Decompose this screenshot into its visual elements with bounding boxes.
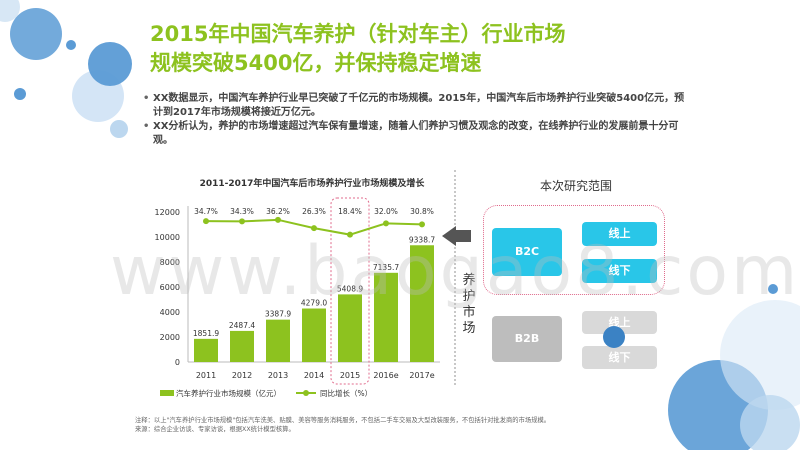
growth-label: 30.8%	[410, 207, 434, 216]
bar	[338, 294, 362, 362]
bar-value-label: 3387.9	[265, 310, 291, 319]
x-tick-label: 2011	[196, 371, 216, 380]
summary-bullets: XX数据显示，中国汽车养护行业早已突破了千亿元的市场规模。2015年，中国汽车后…	[143, 92, 688, 148]
growth-point	[239, 218, 245, 225]
decor-circle	[768, 284, 778, 294]
legend-bar-label: 汽车养护行业市场规模（亿元）	[176, 388, 281, 398]
legend-bar-swatch	[160, 390, 174, 396]
growth-point	[419, 221, 425, 228]
scope-panel-title: 本次研究范围	[540, 179, 613, 193]
chart-title: 2011-2017年中国汽车后市场养护行业市场规模及增长	[199, 179, 425, 189]
growth-point	[383, 220, 389, 227]
growth-label: 34.3%	[230, 207, 254, 216]
section-divider	[454, 170, 456, 385]
bar	[194, 338, 218, 362]
legend-line-label: 同比增长（%）	[320, 388, 372, 398]
b2b-box: B2B	[492, 316, 562, 362]
decor-circle	[603, 326, 625, 348]
b2c-box: B2C	[492, 228, 562, 276]
growth-label: 18.4%	[338, 207, 362, 216]
vertical-label-char: 养	[462, 273, 476, 288]
x-tick-label: 2017e	[409, 371, 434, 380]
x-tick-label: 2013	[268, 371, 288, 380]
y-tick-label: 4000	[160, 308, 180, 317]
decor-circle	[10, 8, 62, 60]
growth-label: 26.3%	[302, 207, 326, 216]
footnote-line: 注释：以上"汽车养护行业市场规模"包括汽车洗美、贴膜、美容等服务消耗服务，不包括…	[135, 417, 551, 424]
growth-point	[311, 225, 317, 232]
online-box: 线上	[582, 222, 657, 246]
online-box-b2b: 线上	[582, 311, 657, 334]
bar	[230, 330, 254, 362]
offline-box: 线下	[582, 259, 657, 283]
page-title-line2: 规模突破5400亿，并保持稳定增速	[150, 51, 482, 75]
offline-box-b2b: 线下	[582, 346, 657, 369]
bar-value-label: 2487.4	[229, 321, 255, 330]
y-tick-label: 10000	[155, 233, 180, 242]
growth-point	[203, 218, 209, 225]
bar	[302, 308, 326, 362]
decor-circle	[66, 40, 76, 50]
vertical-label-char: 护	[462, 289, 476, 304]
growth-label: 32.0%	[374, 207, 398, 216]
bar-value-label: 4279.0	[301, 299, 327, 308]
x-tick-label: 2016e	[373, 371, 398, 380]
decor-circle	[110, 120, 128, 138]
vertical-label-char: 市	[462, 305, 476, 320]
bar-value-label: 9338.7	[409, 235, 435, 244]
decor-circle	[720, 300, 800, 410]
footnote-line: 来源：综合企业访谈、专家访谈，根据XX统计模型核算。	[135, 426, 295, 433]
arrow-stem	[455, 230, 471, 242]
y-tick-label: 12000	[155, 208, 180, 217]
decor-circle	[0, 0, 20, 22]
growth-label: 34.7%	[194, 207, 218, 216]
bar	[410, 245, 434, 362]
growth-label: 36.2%	[266, 207, 290, 216]
page-title-line1: 2015年中国汽车养护（针对车主）行业市场	[150, 22, 566, 46]
bar	[266, 319, 290, 362]
x-tick-label: 2014	[304, 371, 324, 380]
growth-point	[275, 216, 281, 223]
y-tick-label: 6000	[160, 283, 180, 292]
arrow-left-icon	[442, 226, 456, 246]
decor-circle	[14, 88, 26, 100]
bar-value-label: 5408.9	[337, 284, 363, 293]
decor-circle	[88, 42, 132, 86]
scope-highlight-frame	[483, 205, 665, 295]
page-title: 2015年中国汽车养护（针对车主）行业市场 规模突破5400亿，并保持稳定增速	[150, 20, 565, 78]
highlight-frame	[330, 197, 370, 385]
vertical-label-char: 场	[462, 321, 476, 336]
bar	[374, 272, 398, 362]
bar-value-label: 7135.7	[373, 263, 399, 272]
growth-point	[347, 231, 353, 238]
vertical-label: 养 护 市 场	[460, 273, 478, 337]
x-tick-label: 2015	[340, 371, 360, 380]
bullet-item: XX分析认为，养护的市场增速超过汽车保有量增速，随着人们养护习惯及观念的改变，在…	[143, 120, 688, 148]
bar-value-label: 1851.9	[193, 329, 219, 338]
y-tick-label: 0	[175, 358, 180, 367]
x-tick-label: 2012	[232, 371, 252, 380]
footnote: 注释：以上"汽车养护行业市场规模"包括汽车洗美、贴膜、美容等服务消耗服务，不包括…	[135, 416, 695, 434]
legend-line-marker	[303, 390, 309, 396]
y-tick-label: 2000	[160, 333, 180, 342]
bullet-item: XX数据显示，中国汽车养护行业早已突破了千亿元的市场规模。2015年，中国汽车后…	[143, 92, 688, 120]
decor-circle	[740, 395, 800, 450]
y-tick-label: 8000	[160, 258, 180, 267]
